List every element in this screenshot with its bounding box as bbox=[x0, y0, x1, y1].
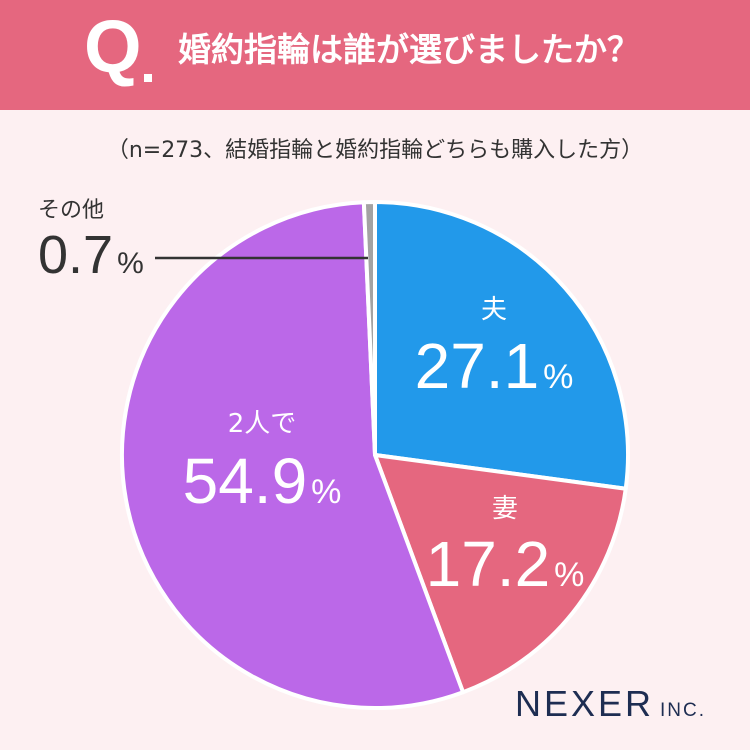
slice-label-1: 妻 bbox=[492, 494, 518, 524]
slice-label-0: 夫 bbox=[481, 295, 507, 325]
pie-slice-1 bbox=[373, 453, 628, 695]
q-mark: Q bbox=[84, 5, 142, 88]
sample-note: （n=273、結婚指輪と婚約指輪どちらも購入した方） bbox=[106, 138, 644, 163]
header-banner: Q 婚約指輪は誰が選びましたか？ bbox=[0, 0, 750, 110]
q-dot bbox=[144, 74, 152, 82]
nexer-logo: NEXER INC. bbox=[515, 686, 706, 722]
question-title: 婚約指輪は誰が選びましたか？ bbox=[178, 30, 640, 69]
pie-slices bbox=[119, 200, 630, 710]
slice-label-2: 2人で bbox=[228, 409, 297, 439]
pie-slice-0 bbox=[373, 200, 630, 491]
slice-value-0: 27.1% bbox=[415, 330, 574, 402]
slice-label-3: その他 bbox=[38, 198, 104, 223]
slice-value-1: 17.2% bbox=[426, 528, 585, 600]
pie-slice-3 bbox=[361, 200, 377, 457]
logo-inc: INC. bbox=[660, 700, 707, 721]
slice-value-2: 54.9% bbox=[183, 445, 342, 517]
logo-main: NEXER bbox=[515, 683, 655, 724]
pie-slice-2 bbox=[119, 200, 466, 710]
slice-value-3: 0.7% bbox=[38, 225, 144, 285]
